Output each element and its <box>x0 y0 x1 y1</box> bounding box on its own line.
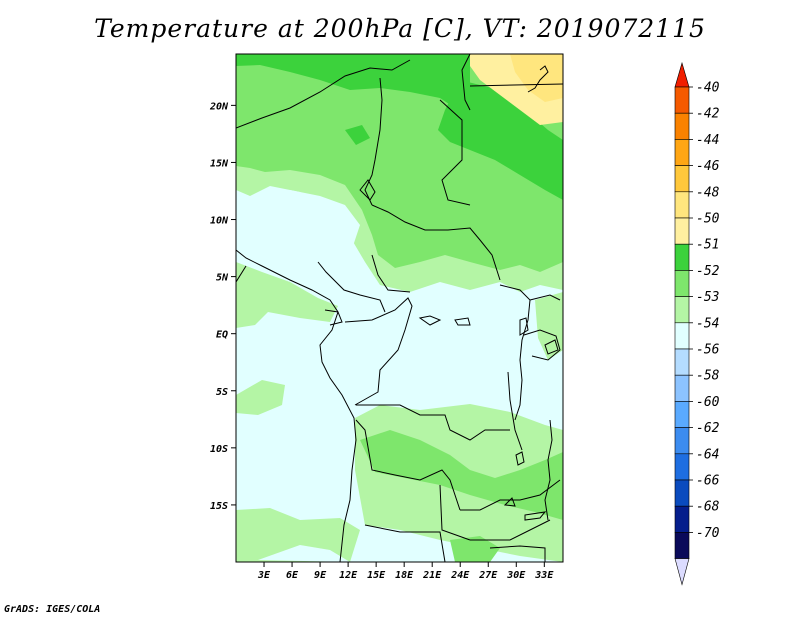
lat-tick-label: 20N <box>209 101 229 112</box>
field-m51-north <box>236 54 470 108</box>
legend-swatch <box>674 401 690 428</box>
legend-label: -68 <box>696 500 720 515</box>
lat-tick-label: 15N <box>210 158 229 169</box>
lat-tick-label: 15S <box>210 501 228 512</box>
legend-label: -66 <box>696 474 720 489</box>
field-m54-inner2 <box>258 545 350 562</box>
lat-tick-label: 10N <box>210 216 229 227</box>
legend-swatch <box>674 270 690 297</box>
legend-swatch <box>674 61 690 88</box>
lon-tick-label: 3E <box>257 570 271 581</box>
field-m53-southcoast <box>236 508 360 562</box>
legend-swatch <box>674 165 690 193</box>
lon-tick-label: 15E <box>367 570 386 581</box>
field-m48-northeast <box>510 54 563 102</box>
lon-tick-label: 6E <box>286 570 299 581</box>
legend-swatch <box>674 427 690 455</box>
grads-credit: GrADS: IGES/COLA <box>4 604 101 615</box>
legend-swatch <box>674 479 690 507</box>
legend-label: -51 <box>696 238 719 253</box>
legend-swatch <box>674 558 690 586</box>
legend-label: -56 <box>696 343 720 358</box>
legend-label: -62 <box>696 421 720 436</box>
lon-tick-label: 27E <box>478 570 498 581</box>
lat-tick-label: 5S <box>216 387 228 398</box>
legend-swatch <box>674 217 690 245</box>
legend-swatch <box>674 296 690 324</box>
legend-label: -58 <box>696 369 720 384</box>
legend-label: -70 <box>696 526 720 541</box>
colorbar-legend: -40 -42 -44 -46 -48 -50 -51 -52 -53 -54 -56 -58 -60 -… <box>674 61 720 586</box>
legend-label: -60 <box>696 395 720 410</box>
lon-tick-label: 9E <box>314 570 327 581</box>
lon-tick-label: 30E <box>506 570 526 581</box>
field-m54-inner1 <box>256 190 360 262</box>
lat-tick-label: 10S <box>210 444 228 455</box>
field-m51-northeast <box>438 80 563 200</box>
legend-label: -54 <box>696 316 719 331</box>
lon-tick-label: 33E <box>534 570 554 581</box>
legend-swatch <box>674 532 690 559</box>
legend-label: -44 <box>696 133 719 148</box>
map-panel <box>236 54 563 562</box>
field-m53-westcoast <box>236 262 338 328</box>
legend-label: -64 <box>696 447 719 462</box>
map-title: Temperature at 200hPa [C], VT: 201907211… <box>94 14 706 43</box>
legend-swatch <box>674 322 690 350</box>
lon-tick-label: 18E <box>395 570 414 581</box>
legend-swatch <box>674 139 690 166</box>
legend-swatch <box>674 86 690 114</box>
legend-label: -42 <box>696 107 720 122</box>
field-m51-spot <box>345 125 370 145</box>
legend-label: -48 <box>696 185 720 200</box>
lon-tick-label: 12E <box>339 570 358 581</box>
legend-label: -52 <box>696 264 720 279</box>
lon-tick-label: 21E <box>422 570 442 581</box>
longitude-axis: 3E 6E 9E 12E 15E 18E 21E 24E 27E 30E 33E <box>257 562 554 581</box>
lat-tick-label: EQ <box>216 330 228 341</box>
legend-swatch <box>674 112 690 140</box>
field-m52-south <box>450 536 500 562</box>
lon-tick-label: 24E <box>450 570 470 581</box>
latitude-axis: 20N 15N 10N 5N EQ 5S 10S 15S <box>209 101 236 512</box>
legend-swatch <box>674 453 690 481</box>
field-m53-southwest <box>236 380 285 415</box>
legend-label: -50 <box>696 212 720 227</box>
legend-label: -40 <box>696 81 720 96</box>
legend-swatch <box>674 505 690 533</box>
legend-swatch <box>674 374 690 402</box>
legend-swatch <box>674 348 690 376</box>
field-m52-west <box>236 118 275 150</box>
legend-label: -46 <box>696 159 720 174</box>
map-frame <box>235 53 564 563</box>
legend-swatch <box>674 243 690 271</box>
coastline-and-borders <box>236 54 563 562</box>
legend-label: -53 <box>696 290 719 305</box>
legend-swatch <box>674 191 690 219</box>
lat-tick-label: 5N <box>216 273 229 284</box>
